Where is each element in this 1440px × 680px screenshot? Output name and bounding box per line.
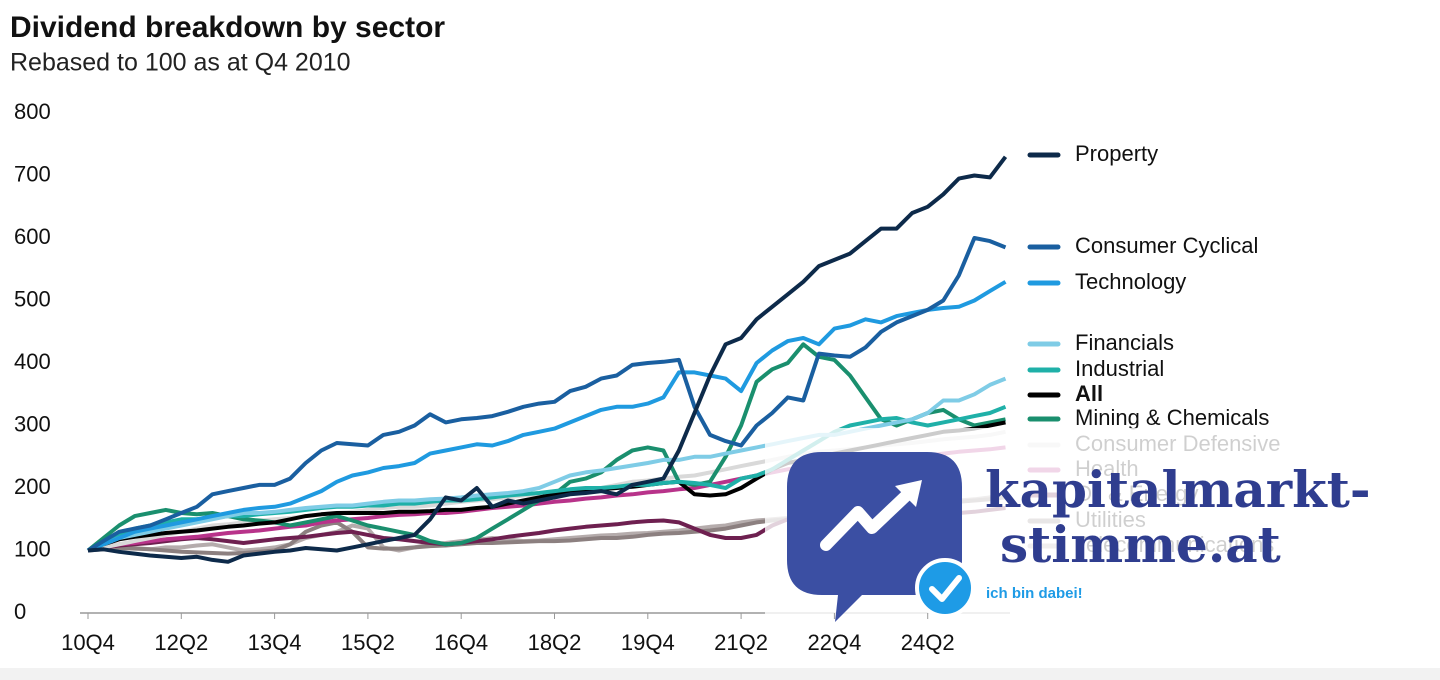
series-line	[87, 155, 1008, 564]
x-tick-label: 24Q2	[901, 630, 955, 655]
x-tick-label: 19Q4	[621, 630, 675, 655]
legend-label: Industrial	[1075, 356, 1164, 381]
x-tick-label: 22Q4	[807, 630, 861, 655]
x-tick-label: 18Q2	[528, 630, 582, 655]
x-tick-label: 10Q4	[61, 630, 115, 655]
x-tick-label: 16Q4	[434, 630, 488, 655]
series-line	[87, 404, 1007, 553]
legend-label: Property	[1075, 141, 1158, 166]
y-tick-label: 200	[14, 474, 51, 499]
series-line	[86, 236, 1007, 553]
legend-label: Mining & Chemicals	[1075, 405, 1269, 430]
watermark: kapitalmarkt- stimme.at ich bin dabei!	[787, 452, 1371, 622]
x-tick-label: 21Q2	[714, 630, 768, 655]
watermark-text: stimme.at	[1000, 515, 1281, 574]
bottom-band	[0, 668, 1440, 680]
y-tick-label: 300	[14, 411, 51, 436]
y-tick-label: 100	[14, 536, 51, 561]
y-tick-label: 600	[14, 224, 51, 249]
series-line	[87, 280, 1007, 553]
watermark-arrowhead	[895, 480, 922, 507]
watermark-arrow	[820, 486, 916, 551]
legend-label: All	[1075, 381, 1103, 406]
watermark-tagline: ich bin dabei!	[986, 585, 1083, 602]
chart-subtitle: Rebased to 100 as at Q4 2010	[10, 49, 351, 77]
watermark-check	[915, 558, 975, 618]
x-tick-label: 13Q4	[248, 630, 302, 655]
y-tick-label: 500	[14, 286, 51, 311]
legend-label: Consumer Cyclical	[1075, 233, 1258, 258]
watermark-checkmark	[929, 575, 962, 602]
watermark-text: kapitalmarkt-	[985, 460, 1371, 519]
x-tick-label: 15Q2	[341, 630, 395, 655]
x-tick-label: 12Q2	[154, 630, 208, 655]
chart-title: Dividend breakdown by sector	[10, 11, 445, 44]
y-tick-label: 800	[14, 99, 51, 124]
y-tick-label: 700	[14, 161, 51, 186]
legend-label: Technology	[1075, 269, 1186, 294]
y-tick-label: 400	[14, 349, 51, 374]
legend-label: Financials	[1075, 330, 1174, 355]
y-tick-label: 0	[14, 599, 26, 624]
